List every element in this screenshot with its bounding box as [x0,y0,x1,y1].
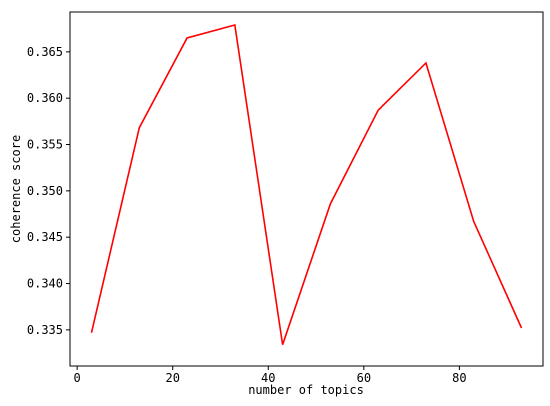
y-axis-label: coherence score [9,135,23,243]
y-tick-label: 0.360 [27,91,63,105]
data-line [90,23,523,345]
plot-frame [69,11,544,367]
x-axis-label: number of topics [248,383,364,397]
y-tick-label: 0.365 [27,45,63,59]
y-tick-label: 0.350 [27,184,63,198]
x-tick-label: 60 [357,371,371,385]
x-tick-label: 80 [452,371,466,385]
y-tick-label: 0.355 [27,138,63,152]
y-tick-label: 0.345 [27,230,63,244]
y-tick-label: 0.335 [27,323,63,337]
y-tick-label: 0.340 [27,277,63,291]
x-tick-label: 20 [165,371,179,385]
x-tick-label: 0 [74,371,81,385]
x-tick-label: 40 [261,371,275,385]
